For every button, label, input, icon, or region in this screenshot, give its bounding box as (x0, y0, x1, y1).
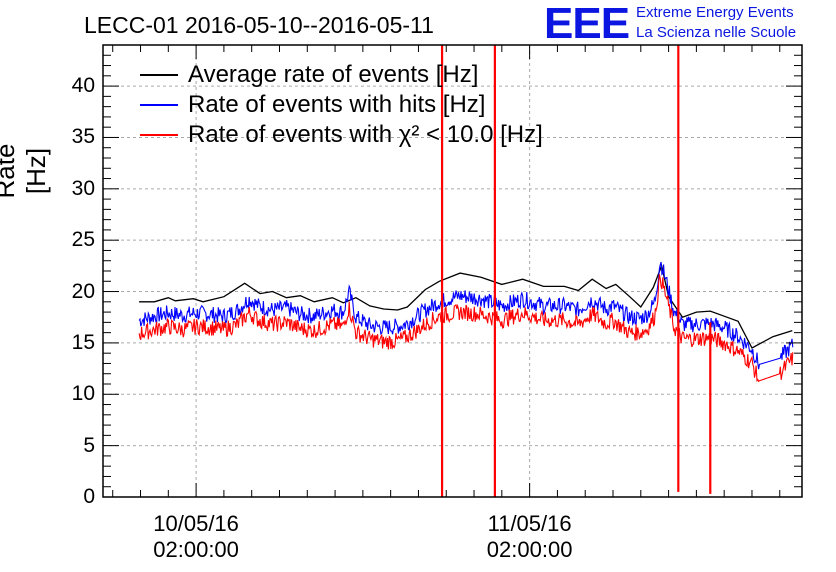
y-tick-label: 35 (71, 125, 95, 149)
x-tick-label: 10/05/16 02:00:00 (153, 511, 239, 562)
axis-ticks (103, 44, 802, 498)
series-layer (138, 45, 794, 497)
x-tick-label: 11/05/16 02:00:00 (486, 511, 573, 562)
legend-entry-average: Average rate of events [Hz] (140, 60, 543, 90)
legend-entry-hits: Rate of events with hits [Hz] (140, 90, 543, 120)
y-tick-label: 5 (83, 433, 95, 457)
y-tick-label: 10 (71, 382, 95, 406)
eee-logo: EEE (544, 0, 630, 48)
logo-caption-line1: Extreme Energy Events (636, 4, 794, 21)
chart-title: LECC-01 2016-05-10--2016-05-11 (84, 12, 434, 38)
y-axis-label: Rate [Hz] (0, 143, 51, 199)
grid-lines (103, 45, 802, 497)
y-tick-label: 20 (71, 279, 95, 303)
legend-swatch-hits (140, 104, 178, 106)
legend-label-average: Average rate of events [Hz] (188, 61, 479, 88)
legend-label-hits: Rate of events with hits [Hz] (188, 91, 486, 118)
logo-caption-line2: La Scienza nelle Scuole (636, 24, 797, 41)
y-tick-label: 15 (71, 330, 95, 354)
legend-entry-chi2: Rate of events with χ² < 10.0 [Hz] (140, 120, 543, 150)
y-tick-label: 40 (71, 74, 95, 98)
y-tick-label: 0 (83, 485, 95, 508)
y-tick-label: 30 (71, 176, 95, 200)
y-tick-label: 25 (71, 228, 95, 252)
series-line-2 (138, 274, 794, 383)
legend: Average rate of events [Hz] Rate of even… (140, 60, 543, 150)
legend-label-chi2: Rate of events with χ² < 10.0 [Hz] (188, 121, 543, 148)
series-line-1 (138, 261, 794, 370)
legend-swatch-chi2 (140, 134, 178, 136)
legend-swatch-average (140, 74, 178, 76)
